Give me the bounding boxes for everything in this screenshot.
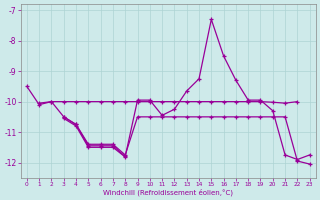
X-axis label: Windchill (Refroidissement éolien,°C): Windchill (Refroidissement éolien,°C) bbox=[103, 188, 233, 196]
